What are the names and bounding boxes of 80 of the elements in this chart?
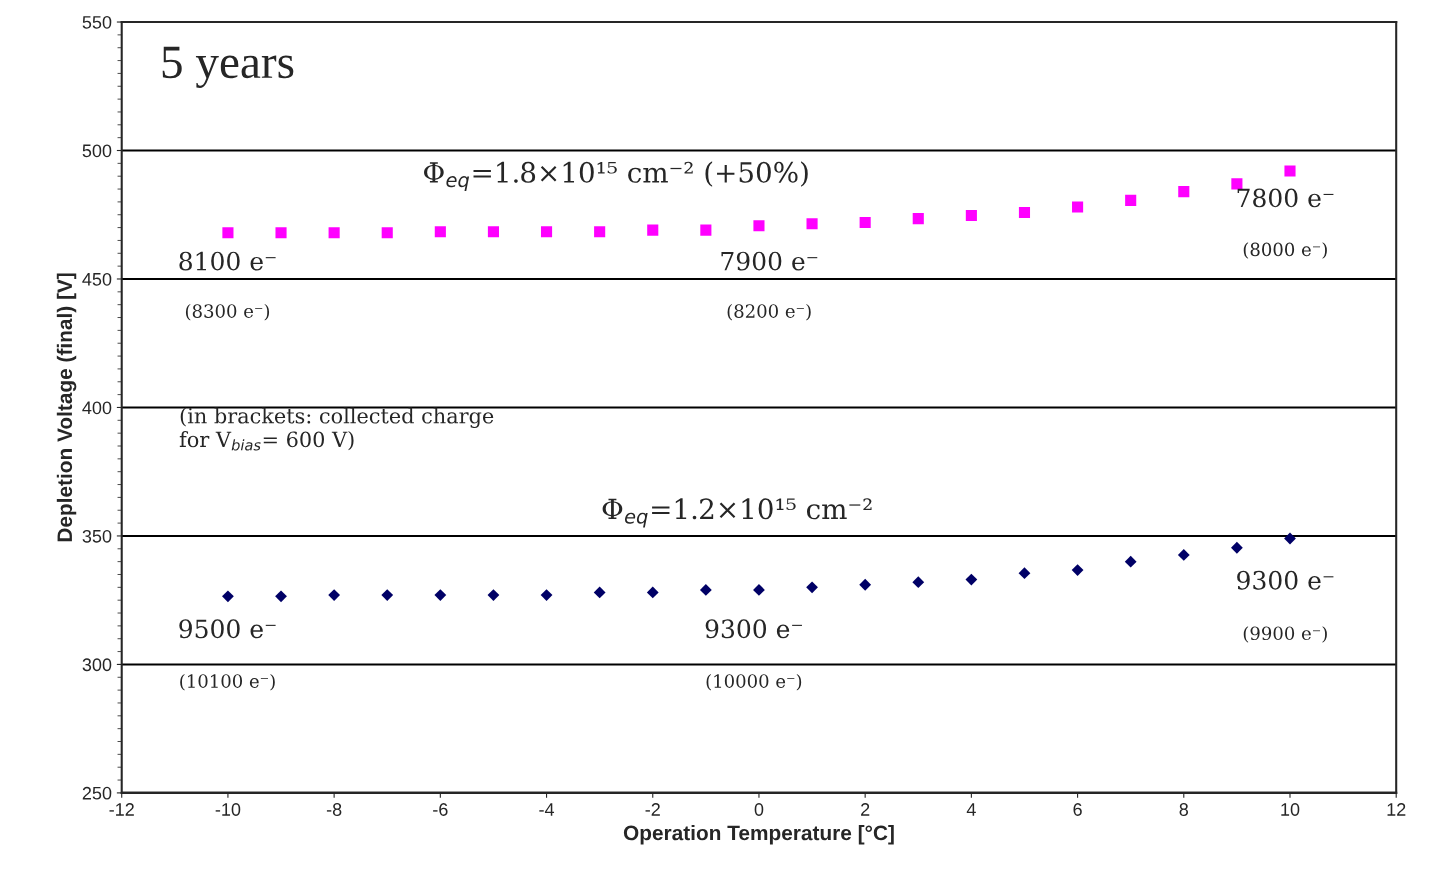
point	[540, 226, 553, 238]
point	[1018, 206, 1031, 218]
point	[859, 216, 871, 229]
point	[275, 590, 287, 603]
point	[965, 209, 977, 222]
point	[1178, 186, 1190, 198]
chart-title: 5 years	[162, 46, 294, 88]
y-tick-label: 250	[82, 786, 112, 800]
x-tick-label: 10	[1281, 803, 1300, 816]
point	[647, 224, 659, 236]
point	[1071, 564, 1084, 577]
x-tick-label: 12	[1387, 803, 1406, 816]
annotation: (in brackets: collected charge for V$_{bias}$= 600 V)	[179, 407, 494, 451]
annotation: 9300 e⁻	[705, 619, 802, 639]
point	[753, 220, 765, 232]
y-tick-label: 400	[82, 401, 112, 415]
point	[699, 584, 712, 596]
point	[487, 226, 499, 238]
x-tick-label: 8	[1179, 803, 1189, 816]
annotation: (10100 e⁻)	[180, 673, 275, 691]
point	[912, 213, 924, 225]
x-tick-label: -12	[109, 803, 134, 816]
point	[806, 581, 818, 594]
x-tick-label: 4	[966, 803, 976, 816]
x-tick-label: 0	[754, 803, 764, 816]
point	[646, 586, 659, 599]
annotation: (8300 e⁻)	[185, 303, 270, 321]
y-tick-label: 500	[82, 144, 112, 158]
x-tick-label: -8	[326, 803, 342, 816]
point	[222, 590, 234, 603]
point	[859, 578, 872, 591]
point	[806, 218, 818, 230]
point	[328, 227, 340, 239]
annotation: 8100 e⁻	[179, 251, 276, 271]
point	[1284, 165, 1296, 177]
point	[1124, 555, 1137, 568]
annotation: 7900 e⁻	[721, 251, 818, 271]
x-tick-label: -6	[433, 803, 448, 816]
point	[1284, 532, 1296, 545]
point	[434, 226, 446, 238]
x-tick-label: -4	[539, 803, 555, 816]
point	[1231, 541, 1243, 554]
annotation: (9900 e⁻)	[1243, 626, 1327, 643]
annotation: Φ$_{eq}$=1.2×10¹⁵ cm⁻²	[602, 498, 872, 528]
x-axis-title: Operation Temperature [°C]	[623, 825, 894, 845]
y-tick-label: 550	[82, 15, 112, 29]
annotation: (8000 e⁻)	[1243, 242, 1327, 259]
point	[1125, 194, 1137, 206]
y-tick-label: 450	[82, 272, 112, 286]
point	[275, 227, 287, 239]
point	[328, 589, 341, 601]
annotation: (10000 e⁻)	[706, 673, 802, 691]
point	[434, 589, 447, 601]
x-tick-label: 2	[861, 803, 870, 816]
point	[1177, 549, 1190, 561]
point	[1072, 201, 1084, 213]
point	[965, 573, 978, 586]
point	[753, 584, 765, 596]
point	[540, 589, 553, 601]
point	[700, 224, 712, 236]
point	[381, 227, 393, 239]
point	[487, 589, 500, 601]
y-tick-label: 300	[82, 658, 112, 672]
annotation: 7800 e⁻	[1237, 188, 1334, 208]
point	[594, 226, 606, 238]
annotation: 9300 e⁻	[1237, 570, 1334, 590]
x-tick-label: -2	[645, 803, 660, 816]
point	[381, 589, 394, 601]
y-axis-title: Depletion Voltage (final) [V]	[56, 273, 77, 542]
point	[1018, 567, 1031, 580]
annotation: 9500 e⁻	[179, 619, 276, 639]
point	[222, 227, 234, 239]
annotation: Φ$_{eq}$=1.8×10¹⁵ cm⁻² (+50%)	[424, 161, 808, 192]
x-tick-label: -10	[215, 803, 241, 816]
annotation: (8200 e⁻)	[727, 303, 811, 321]
x-tick-label: 6	[1073, 803, 1082, 816]
point	[593, 586, 606, 599]
point	[912, 576, 925, 589]
point	[1231, 178, 1243, 190]
y-tick-label: 350	[82, 529, 112, 543]
